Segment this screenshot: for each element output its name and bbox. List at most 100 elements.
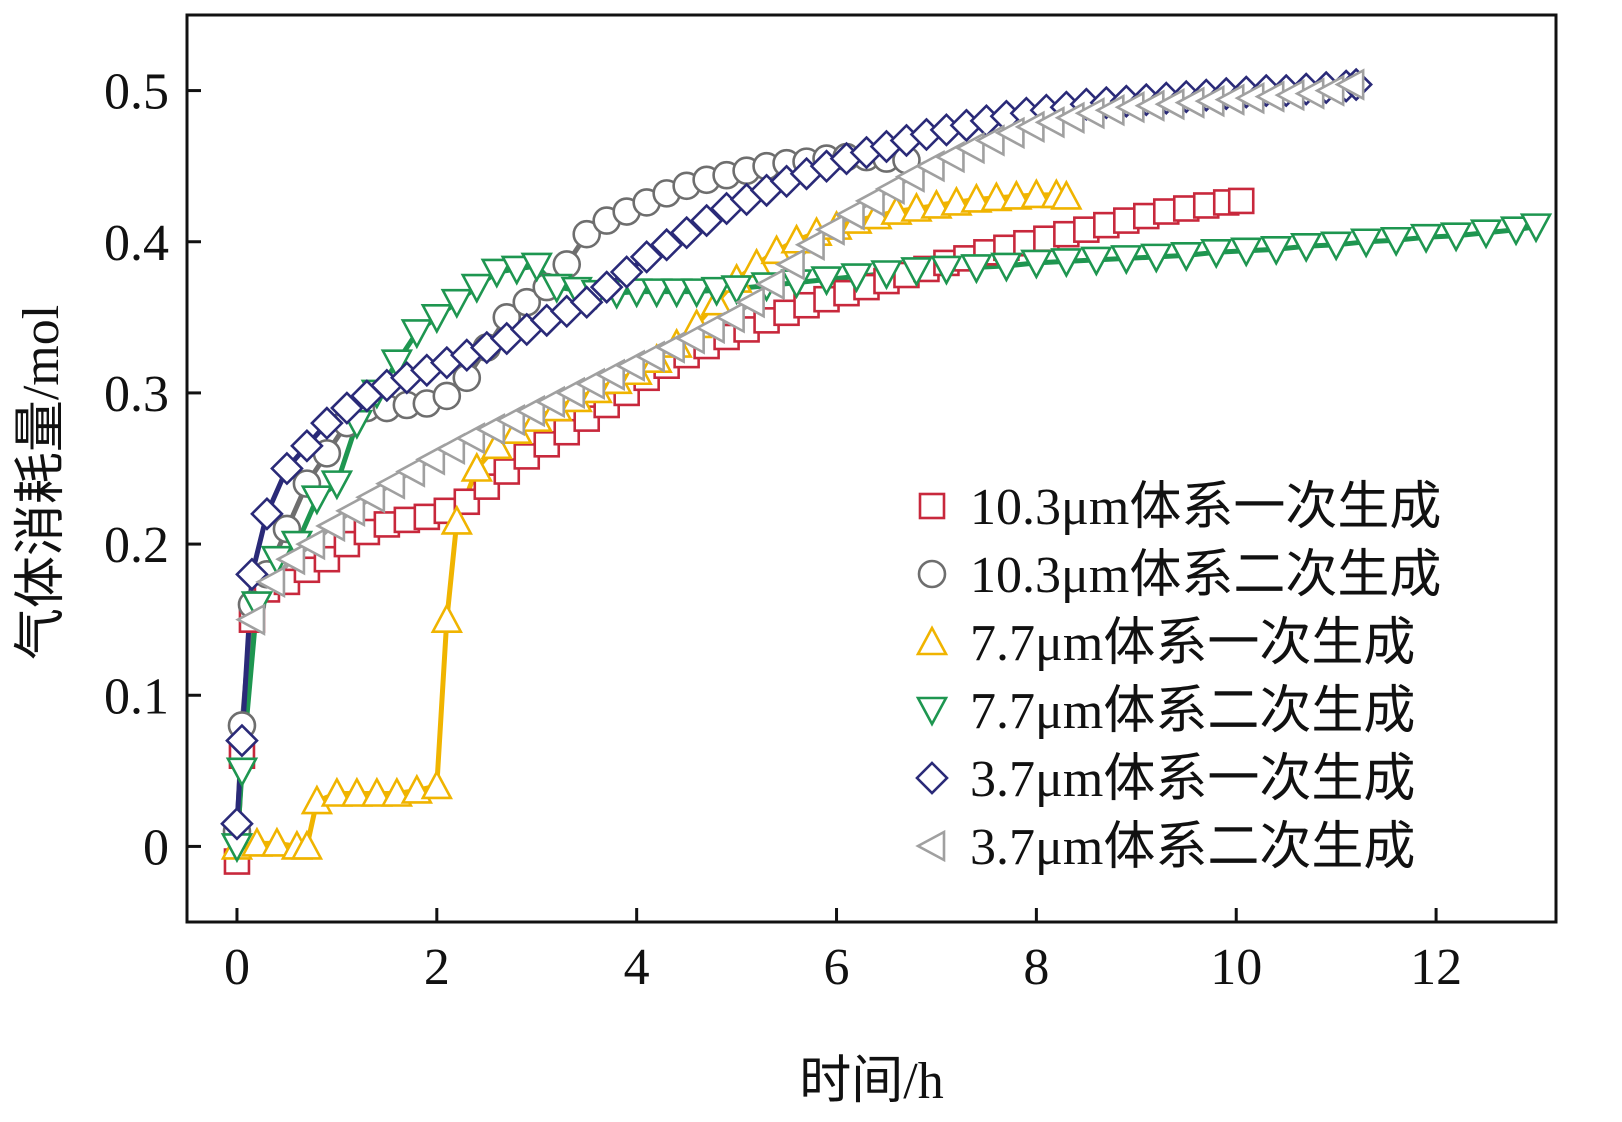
- data-point: [1334, 68, 1365, 101]
- data-point: [335, 494, 366, 528]
- x-tick-label: 8: [1023, 939, 1049, 996]
- data-point: [455, 422, 486, 455]
- x-tick-label: 4: [624, 939, 650, 996]
- data-point: [874, 172, 905, 206]
- data-point: [1290, 232, 1323, 264]
- y-tick-label: 0.4: [104, 215, 169, 272]
- data-point: [495, 403, 526, 437]
- legend-item: 3.7μm体系二次生成: [915, 819, 1415, 876]
- legend-marker: [915, 761, 949, 795]
- data-point: [569, 285, 604, 320]
- data-point: [620, 278, 653, 309]
- data-point: [520, 252, 553, 283]
- legend-label: 3.7μm体系二次生成: [970, 819, 1415, 876]
- legend-label: 7.7μm体系一次生成: [970, 615, 1415, 672]
- data-point: [320, 470, 354, 501]
- data-point: [415, 443, 446, 476]
- data-point: [310, 406, 344, 440]
- legend-marker: [915, 829, 946, 863]
- legend-item: 10.3μm体系二次生成: [917, 547, 1441, 604]
- data-point: [240, 826, 274, 857]
- data-point: [640, 278, 673, 309]
- data-point: [340, 776, 374, 807]
- data-point: [1000, 179, 1033, 210]
- data-point: [609, 255, 644, 289]
- axis-ticks: 0 2 4 6 8 10 12 0 0.1 0.2 0.3 0.4 0.5: [104, 64, 1462, 996]
- legend-item: 3.7μm体系一次生成: [915, 751, 1415, 808]
- data-point: [689, 203, 724, 238]
- legend-item: 7.7μm体系二次生成: [915, 683, 1415, 740]
- data-point: [440, 504, 473, 535]
- data-point: [720, 275, 753, 306]
- data-point: [960, 254, 993, 285]
- data-point: [714, 301, 745, 334]
- data-point: [914, 149, 945, 183]
- data-point: [300, 485, 334, 516]
- data-point: [614, 349, 645, 382]
- data-point: [460, 451, 493, 482]
- data-point: [834, 198, 865, 231]
- data-point: [1379, 226, 1413, 257]
- data-point: [320, 776, 354, 807]
- data-point: [420, 769, 453, 800]
- data-point: [930, 255, 963, 286]
- data-point: [395, 455, 426, 488]
- data-point: [380, 349, 414, 380]
- data-point: [250, 497, 284, 531]
- data-point: [934, 140, 965, 174]
- data-point: [400, 319, 434, 350]
- data-point: [960, 182, 993, 213]
- data-point: [515, 394, 546, 428]
- x-tick-label: 10: [1210, 939, 1262, 996]
- data-point: [500, 255, 533, 286]
- legend: 10.3μm体系一次生成 10.3μm体系二次生成 7.7μm体系一次生成 7.7μm…: [915, 479, 1441, 876]
- legend-label: 7.7μm体系二次生成: [970, 683, 1415, 740]
- x-axis-title: 时间/h: [799, 1053, 943, 1110]
- data-point: [660, 278, 693, 309]
- data-point: [1349, 228, 1383, 259]
- y-tick-label: 0.1: [104, 668, 169, 725]
- data-point: [225, 723, 259, 758]
- y-tick-label: 0.2: [104, 517, 169, 574]
- data-point: [1230, 237, 1263, 268]
- data-point: [534, 385, 566, 419]
- data-point: [330, 391, 364, 425]
- data-point: [1260, 236, 1293, 267]
- data-point: [900, 257, 933, 288]
- legend-marker: [915, 696, 949, 727]
- legend-marker: [915, 625, 949, 656]
- data-point: [629, 240, 664, 274]
- data-point: [360, 776, 394, 807]
- data-point: [552, 250, 582, 279]
- data-point: [1227, 187, 1255, 215]
- data-point: [220, 806, 254, 841]
- data-point: [475, 413, 506, 446]
- data-point: [774, 248, 805, 281]
- data-point: [480, 429, 513, 460]
- legend-label: 3.7μm体系一次生成: [970, 751, 1415, 808]
- data-point: [634, 340, 665, 373]
- data-point: [435, 432, 466, 466]
- data-point: [680, 278, 713, 309]
- data-point: [870, 260, 903, 291]
- y-tick-label: 0.5: [104, 64, 169, 121]
- data-point: [574, 367, 606, 401]
- data-point: [990, 252, 1023, 283]
- data-point: [554, 376, 586, 410]
- data-point: [275, 543, 306, 576]
- data-point: [295, 527, 326, 561]
- data-point: [1080, 246, 1113, 277]
- data-point: [700, 276, 733, 307]
- data-point: [894, 160, 925, 193]
- y-tick-label: 0.3: [104, 366, 169, 423]
- data-point: [355, 481, 386, 514]
- data-point: [432, 381, 462, 411]
- data-point: [1439, 222, 1473, 253]
- data-point: [1469, 219, 1503, 250]
- data-point: [420, 304, 453, 335]
- data-point: [430, 602, 463, 633]
- data-point: [694, 311, 725, 345]
- data-point: [225, 757, 259, 788]
- data-point: [1319, 231, 1353, 262]
